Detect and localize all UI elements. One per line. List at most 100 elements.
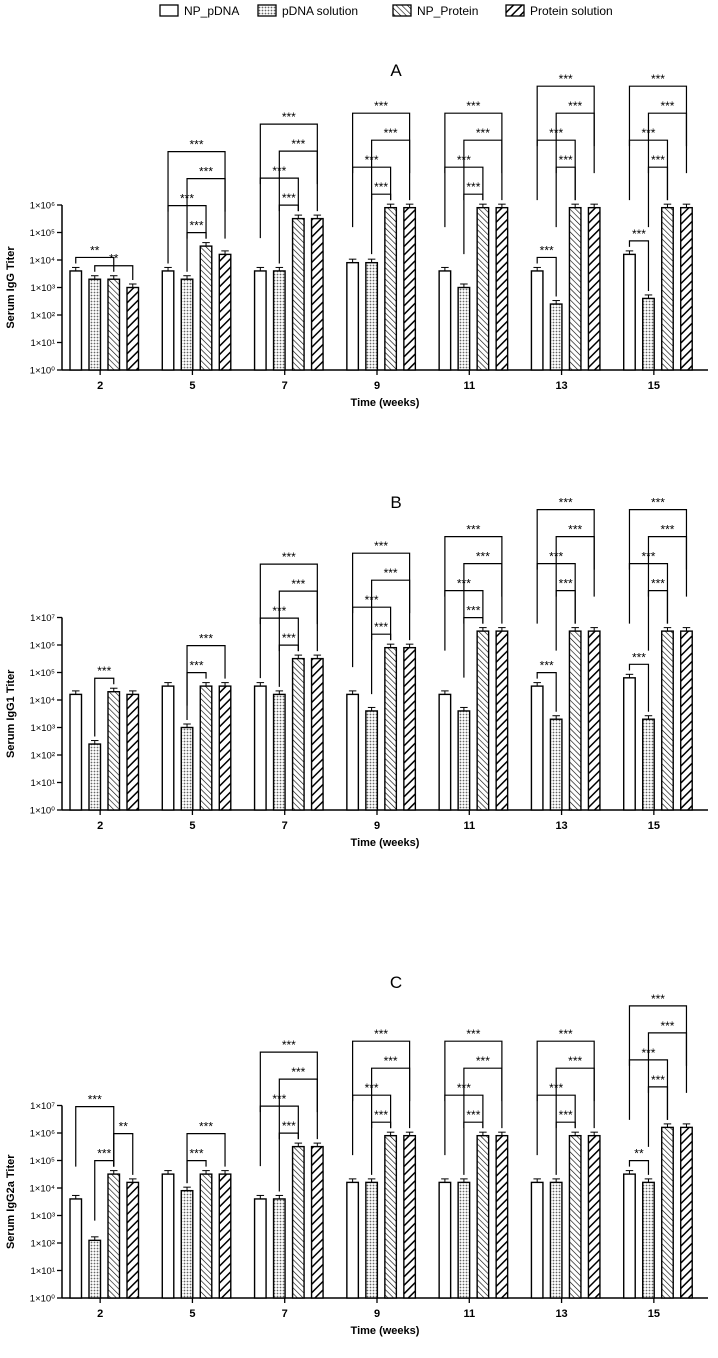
bracket-line: [628, 663, 650, 712]
bracket-line: [259, 123, 318, 185]
x-axis-label: Time (weeks): [351, 837, 420, 849]
bar: [126, 693, 140, 811]
significance-label: **: [634, 1147, 644, 1161]
bar: [291, 1145, 305, 1299]
y-tick-label: 1×10³: [30, 283, 55, 294]
panel-title: A: [390, 61, 402, 80]
bracket-line: [186, 645, 226, 706]
bar: [253, 685, 267, 811]
legend-swatch: [159, 4, 179, 17]
legend-entry: Protein solution: [505, 4, 613, 18]
bar: [161, 270, 175, 371]
bar: [384, 206, 398, 371]
bar: [161, 1173, 175, 1299]
y-tick-label: 1×10⁰: [30, 366, 55, 377]
significance-label: ***: [476, 1054, 490, 1068]
bracket-line: [628, 509, 688, 570]
bar: [291, 217, 305, 371]
significance-bracket: ***: [352, 539, 411, 614]
x-tick-label: 5: [189, 820, 195, 832]
bar: [438, 1181, 452, 1299]
x-tick-label: 13: [555, 380, 567, 392]
bar: [549, 718, 563, 811]
significance-bracket: ***: [186, 1120, 226, 1184]
significance-bracket: ***: [352, 99, 411, 174]
bar: [623, 1173, 636, 1299]
significance-bracket: **: [113, 1120, 134, 1175]
bar: [403, 1134, 417, 1299]
bar: [623, 677, 636, 811]
significance-label: ***: [466, 523, 480, 537]
significance-label: ***: [568, 1054, 582, 1068]
significance-bracket: ***: [259, 110, 318, 185]
significance-label: ***: [466, 1027, 480, 1041]
bar: [642, 718, 655, 811]
significance-label: ***: [540, 659, 554, 673]
bracket-line: [536, 85, 595, 147]
bracket-line: [167, 151, 226, 212]
x-tick-label: 5: [189, 1308, 195, 1320]
significance-label: ***: [559, 72, 573, 86]
bracket-line: [94, 265, 134, 280]
significance-bracket: ***: [75, 1093, 115, 1167]
significance-label: ***: [282, 110, 296, 124]
y-tick-label: 1×10²: [30, 751, 55, 762]
bracket-line: [536, 672, 557, 712]
x-tick-label: 9: [374, 820, 380, 832]
significance-label: ***: [374, 1027, 388, 1041]
legend-entry: NP_pDNA: [159, 4, 239, 18]
bar: [495, 206, 509, 371]
significance-label: ***: [540, 243, 554, 257]
significance-label: ***: [291, 137, 305, 151]
bracket-line: [352, 112, 411, 174]
y-tick-label: 1×10⁴: [30, 1184, 55, 1195]
legend-label: Protein solution: [530, 4, 613, 18]
significance-label: ***: [651, 577, 665, 591]
significance-bracket: ***: [536, 243, 557, 297]
bar: [457, 1181, 471, 1299]
significance-bracket: ***: [167, 138, 226, 212]
bar: [199, 685, 213, 811]
significance-label: **: [109, 252, 119, 266]
significance-bracket: ***: [536, 659, 557, 712]
significance-label: **: [90, 243, 100, 257]
y-tick-label: 1×10¹: [30, 778, 55, 789]
significance-label: ***: [282, 1119, 296, 1133]
bracket-line: [536, 509, 595, 570]
y-tick-label: 1×10⁰: [30, 1294, 55, 1305]
legend-swatch: [505, 4, 525, 17]
bar: [69, 693, 83, 811]
bar: [623, 253, 636, 371]
bar: [310, 1145, 324, 1299]
significance-label: ***: [651, 153, 665, 167]
bracket-line: [352, 1040, 411, 1102]
significance-bracket: ***: [259, 1038, 318, 1113]
significance-label: ***: [559, 577, 573, 591]
bar: [587, 1134, 601, 1299]
bar: [365, 710, 379, 811]
bracket-line: [75, 1106, 115, 1167]
bar: [587, 206, 601, 371]
significance-label: ***: [466, 604, 480, 618]
significance-label: ***: [190, 138, 204, 152]
panel-title: C: [390, 973, 402, 992]
bar: [680, 206, 693, 371]
significance-label: ***: [291, 577, 305, 591]
bar: [642, 297, 655, 371]
significance-label: ***: [374, 539, 388, 553]
bar: [549, 1181, 563, 1299]
bar: [218, 685, 232, 811]
significance-bracket: ***: [352, 1027, 411, 1102]
bar: [107, 278, 121, 371]
x-tick-label: 5: [189, 380, 195, 392]
significance-label: ***: [559, 1108, 573, 1122]
x-tick-label: 11: [463, 380, 475, 392]
bar: [199, 1173, 213, 1299]
bar: [680, 630, 693, 811]
x-tick-label: 2: [97, 380, 103, 392]
significance-bracket: **: [94, 252, 134, 280]
significance-label: ***: [384, 566, 398, 580]
significance-label: ***: [651, 992, 665, 1006]
significance-label: ***: [384, 1054, 398, 1068]
bar: [346, 1181, 360, 1299]
